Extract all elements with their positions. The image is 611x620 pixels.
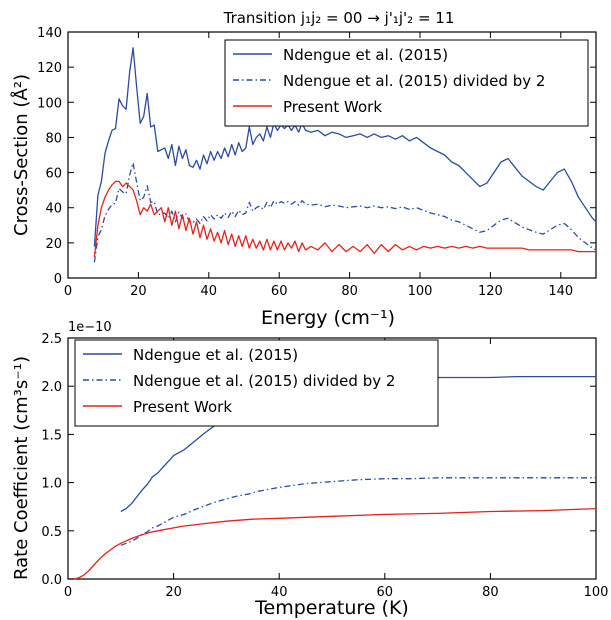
chart-title: Transition j₁j₂ = 00 → j'₁j'₂ = 11: [223, 9, 455, 27]
legend-label: Ndengue et al. (2015) divided by 2: [133, 372, 395, 390]
y-tick-label: 2.0: [41, 380, 62, 395]
legend: Ndengue et al. (2015) Ndengue et al. (20…: [74, 339, 439, 427]
axis-ticks: 0 20 40 60 80 100 120 140 0 20 40 60 80 100 120 140: [37, 26, 596, 299]
legend-label: Present Work: [283, 98, 382, 116]
x-tick-label: 100: [408, 284, 433, 299]
y-tick-label: 60: [45, 167, 62, 182]
x-tick-label: 20: [130, 284, 147, 299]
axis-ticks: 0 20 40 60 80 100 0.0 0.5 1.0 1.5 2.0 2.5: [41, 332, 608, 600]
y-tick-label: 2.5: [41, 332, 62, 347]
x-tick-label: 20: [165, 585, 182, 600]
x-axis-label: Temperature (K): [254, 597, 409, 619]
x-tick-label: 80: [341, 284, 358, 299]
x-tick-label: 80: [482, 585, 499, 600]
x-tick-label: 140: [548, 284, 573, 299]
legend-label: Ndengue et al. (2015): [283, 46, 448, 64]
series-line: [93, 180, 596, 257]
y-tick-label: 120: [37, 61, 62, 76]
y-tick-label: 100: [37, 96, 62, 111]
x-tick-label: 40: [271, 585, 288, 600]
legend-label: Ndengue et al. (2015): [133, 346, 298, 364]
rate-coefficient-chart: 1e−10 0 20 40 60 80 100 0.0 0.5 1.0 1.5 2.0 2.5 Tem…: [11, 320, 608, 619]
series-line: [68, 507, 597, 580]
y-axis-label: Rate Coefficient (cm³s⁻¹): [11, 356, 32, 580]
legend-box: [74, 339, 439, 427]
plot-frame: [67, 31, 597, 279]
x-tick-label: 60: [271, 284, 288, 299]
y-tick-label: 80: [45, 131, 62, 146]
plot-frame: [67, 337, 597, 580]
x-tick-label: 60: [377, 585, 394, 600]
y-tick-label: 1.5: [41, 428, 62, 443]
legend: Ndengue et al. (2015) Ndengue et al. (20…: [224, 39, 589, 127]
x-tick-label: 100: [584, 585, 609, 600]
cross-section-chart: Transition j₁j₂ = 00 → j'₁j'₂ = 11 0 20 40…: [10, 9, 597, 329]
x-tick-label: 120: [478, 284, 503, 299]
x-tick-label: 0: [64, 585, 72, 600]
y-tick-label: 20: [45, 237, 62, 252]
legend-label: Present Work: [133, 398, 232, 416]
x-tick-label: 0: [64, 284, 72, 299]
legend-box: [224, 39, 589, 127]
scale-label: 1e−10: [68, 320, 112, 335]
series-line: [120, 477, 596, 546]
y-tick-label: 0: [54, 272, 62, 287]
y-tick-label: 140: [37, 26, 62, 41]
legend-label: Ndengue et al. (2015) divided by 2: [283, 72, 545, 90]
y-tick-label: 0.0: [41, 573, 62, 588]
x-axis-label: Energy (cm⁻¹): [261, 307, 395, 329]
y-tick-label: 40: [45, 202, 62, 217]
y-axis-label: Cross-Section (Å²): [10, 74, 32, 236]
series-line: [93, 162, 597, 263]
y-tick-label: 0.5: [41, 525, 62, 540]
x-tick-label: 40: [201, 284, 218, 299]
y-tick-label: 1.0: [41, 477, 62, 492]
